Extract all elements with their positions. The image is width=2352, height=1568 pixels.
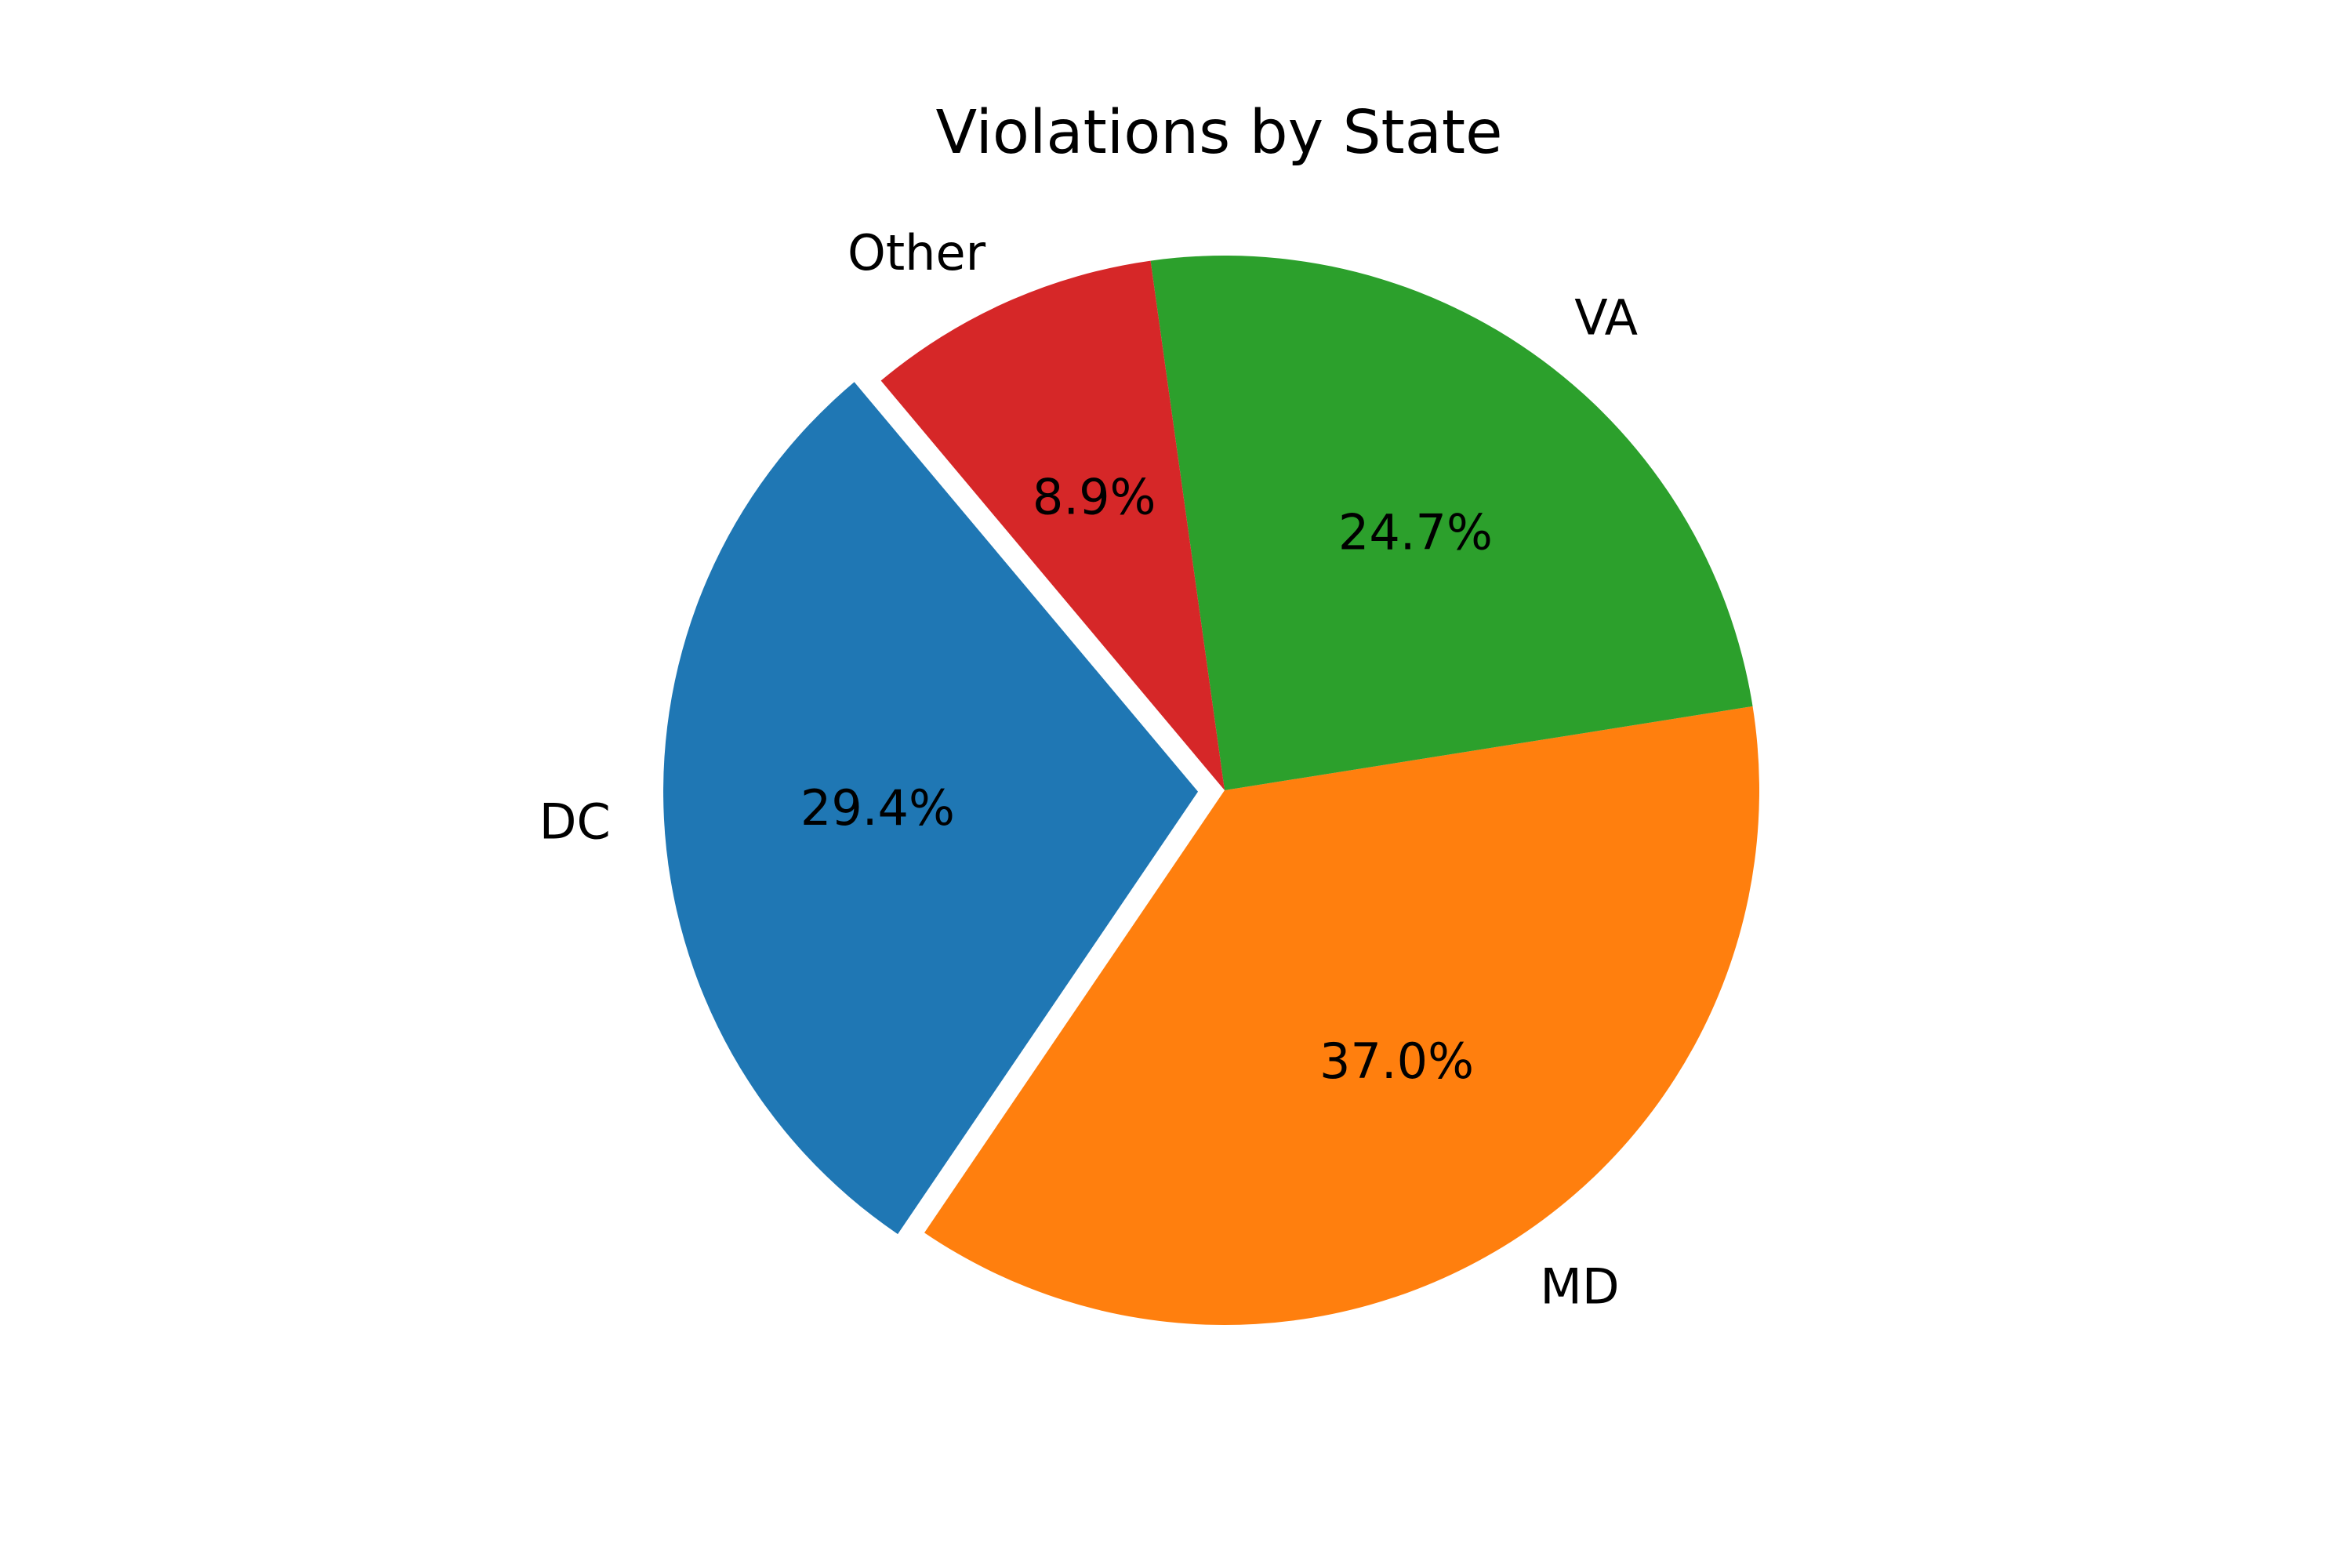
pie-slice-other (880, 260, 1225, 791)
pct-label-other: 8.9% (1033, 469, 1156, 526)
pct-label-dc: 29.4% (800, 779, 955, 837)
slice-label-md: MD (1540, 1258, 1619, 1316)
slice-label-va: VA (1574, 289, 1638, 346)
pie-slices (663, 256, 1759, 1326)
pie-labels: DC 29.4% MD 37.0% VA 24.7% Other 8.9% (539, 224, 1638, 1316)
chart-title: Violations by State (936, 98, 1503, 168)
slice-label-dc: DC (539, 793, 611, 850)
slice-label-other: Other (848, 224, 986, 281)
pct-label-va: 24.7% (1338, 504, 1493, 561)
pie-slice-dc (663, 382, 1199, 1235)
pct-label-md: 37.0% (1319, 1033, 1474, 1090)
pie-slice-va (1150, 256, 1753, 790)
pie-slice-md (924, 706, 1759, 1326)
